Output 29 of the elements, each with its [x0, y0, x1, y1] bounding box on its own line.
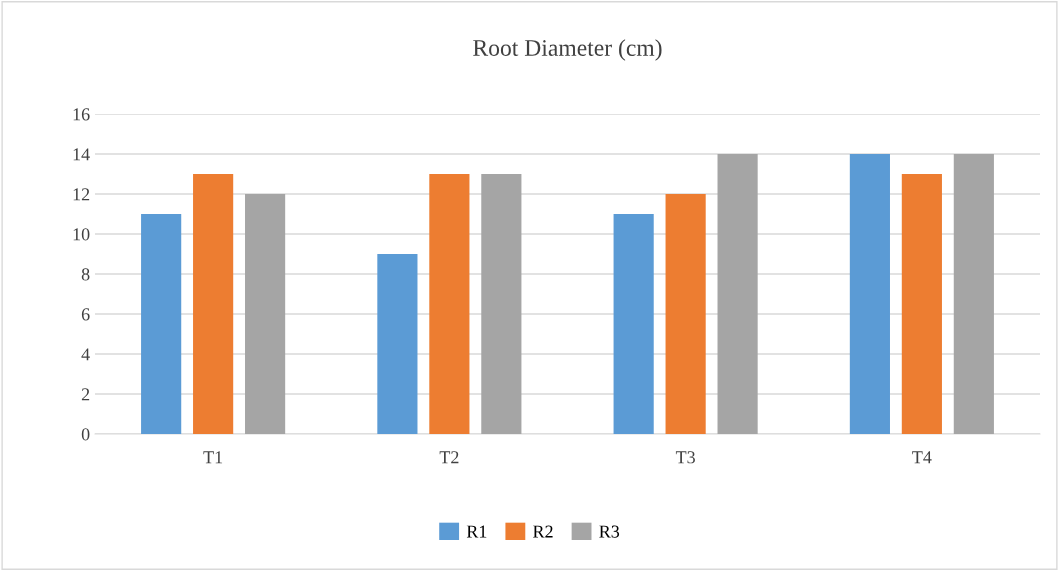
y-tick-label: 2	[81, 388, 90, 401]
y-tick-label: 8	[81, 268, 90, 281]
bar	[193, 174, 234, 434]
bar	[901, 174, 942, 434]
bar	[717, 154, 758, 434]
bar	[429, 174, 470, 434]
x-tick-label: T3	[675, 451, 695, 464]
bar	[377, 254, 418, 434]
y-tick-label: 6	[81, 308, 90, 321]
bar	[245, 194, 286, 434]
y-tick-label: 14	[73, 148, 90, 161]
bar	[481, 174, 522, 434]
bar	[665, 194, 706, 434]
x-tick-label: T2	[439, 451, 459, 464]
bar	[613, 214, 654, 434]
bar	[141, 214, 182, 434]
legend-label: R1	[466, 525, 487, 538]
legend-label: R2	[533, 525, 553, 538]
y-tick-label: 0	[81, 428, 90, 441]
y-tick-label: 4	[81, 348, 90, 361]
bar	[953, 154, 994, 434]
bar	[849, 154, 890, 434]
legend-label: R3	[599, 525, 620, 538]
chart-title: Root Diameter (cm)	[473, 39, 662, 61]
y-tick-label: 16	[73, 108, 90, 121]
x-tick-label: T4	[912, 451, 932, 464]
y-tick-label: 10	[73, 228, 90, 241]
x-tick-label: T1	[203, 451, 223, 464]
y-tick-label: 12	[73, 188, 90, 201]
